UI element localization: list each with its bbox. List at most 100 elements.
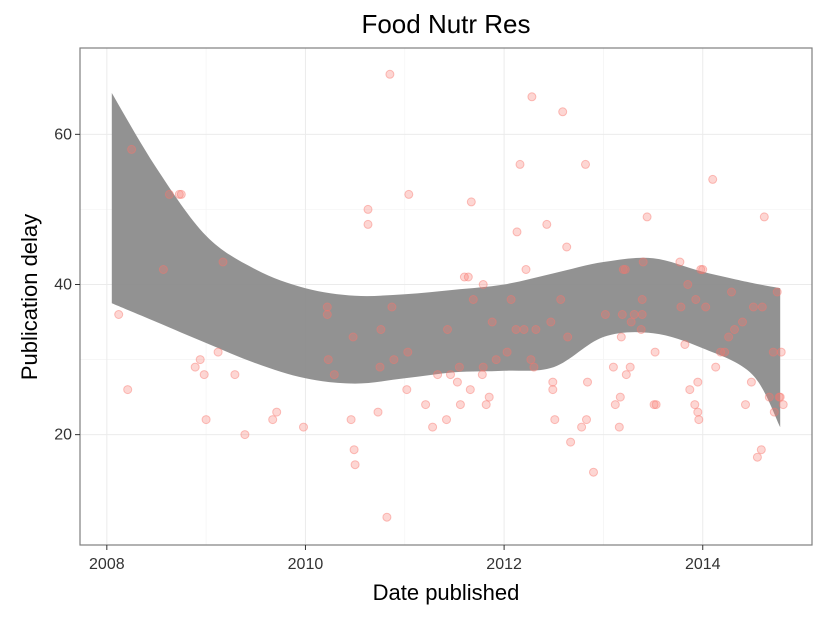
data-point: [614, 422, 624, 432]
data-point: [363, 204, 373, 214]
data-point: [466, 197, 476, 207]
data-point: [675, 257, 685, 267]
data-point: [363, 219, 373, 229]
data-point: [531, 325, 541, 334]
data-point: [484, 392, 494, 402]
data-point: [746, 377, 756, 387]
data-point: [346, 415, 356, 425]
data-point: [404, 189, 414, 199]
data-point: [268, 415, 278, 425]
data-point: [174, 189, 184, 199]
data-point: [563, 332, 573, 342]
data-point: [322, 310, 332, 319]
data-point: [589, 467, 598, 477]
data-point: [650, 347, 660, 357]
data-point: [506, 295, 516, 304]
panel-border: [79, 47, 813, 546]
data-point: [625, 362, 635, 372]
data-point: [649, 400, 659, 410]
x-tick-label: 2008: [89, 556, 125, 573]
data-point: [621, 370, 631, 380]
data-point: [556, 295, 566, 304]
data-point: [428, 422, 438, 432]
data-point: [615, 392, 625, 402]
data-point: [617, 310, 627, 319]
data-point: [403, 347, 413, 357]
data-point: [526, 355, 536, 365]
data-point: [548, 377, 558, 387]
data-point: [708, 174, 718, 184]
data-point: [329, 370, 339, 380]
data-point: [213, 347, 223, 357]
data-point: [299, 422, 308, 432]
data-point: [385, 69, 395, 79]
data-point: [558, 107, 568, 117]
y-tick-label: 20: [54, 427, 72, 444]
data-point: [373, 407, 383, 417]
data-point: [748, 302, 758, 312]
data-point: [637, 310, 647, 319]
data-point: [738, 317, 747, 327]
data-point: [768, 347, 778, 357]
data-point: [724, 332, 734, 342]
data-point: [759, 212, 769, 222]
data-point: [693, 407, 703, 417]
x-tick-label: 2010: [288, 556, 324, 573]
data-point: [382, 512, 392, 522]
data-point: [218, 257, 228, 267]
data-point: [442, 415, 451, 425]
data-point: [164, 189, 174, 199]
y-tick-label: 60: [54, 126, 72, 143]
data-point: [629, 310, 639, 319]
data-point: [680, 340, 690, 349]
data-point: [548, 385, 558, 395]
data-point: [468, 295, 478, 304]
data-point: [683, 280, 693, 289]
data-point: [199, 370, 209, 380]
data-point: [772, 287, 782, 297]
data-point: [618, 265, 628, 274]
data-point: [389, 355, 399, 365]
confidence-band-layer: [111, 93, 781, 428]
data-point: [693, 377, 703, 387]
data-point: [443, 325, 452, 334]
data-point: [515, 159, 525, 169]
data-point: [774, 392, 784, 402]
data-point: [776, 347, 786, 357]
data-point: [775, 392, 785, 402]
data-point: [123, 385, 133, 395]
data-point: [638, 257, 648, 267]
data-point: [720, 347, 730, 357]
data-point: [487, 317, 497, 327]
data-point: [608, 362, 618, 372]
confidence-band: [111, 93, 781, 428]
data-point: [610, 400, 620, 410]
data-point: [577, 422, 587, 432]
x-axis-label: Date published: [373, 580, 520, 605]
data-point: [651, 400, 661, 410]
data-point: [158, 265, 168, 274]
data-point: [616, 332, 626, 342]
data-point: [322, 302, 332, 312]
data-point: [581, 159, 590, 169]
data-point: [272, 407, 282, 417]
data-point: [778, 400, 788, 410]
data-point: [701, 302, 711, 312]
data-point: [375, 362, 385, 372]
data-point: [600, 310, 610, 319]
data-point: [716, 347, 726, 357]
y-axis-label: Publication delay: [17, 214, 42, 380]
data-point: [465, 385, 475, 395]
data-point: [582, 415, 591, 425]
data-point: [694, 415, 704, 425]
data-point: [764, 392, 774, 402]
axes: 2008 2010 2012 2014 20 40 60: [54, 126, 720, 573]
x-tick-label: 2014: [685, 556, 721, 573]
data-point: [452, 377, 462, 387]
data-point: [502, 347, 512, 357]
data-point: [421, 400, 431, 410]
data-point: [730, 325, 739, 334]
data-point: [481, 400, 491, 410]
data-point: [491, 355, 501, 365]
